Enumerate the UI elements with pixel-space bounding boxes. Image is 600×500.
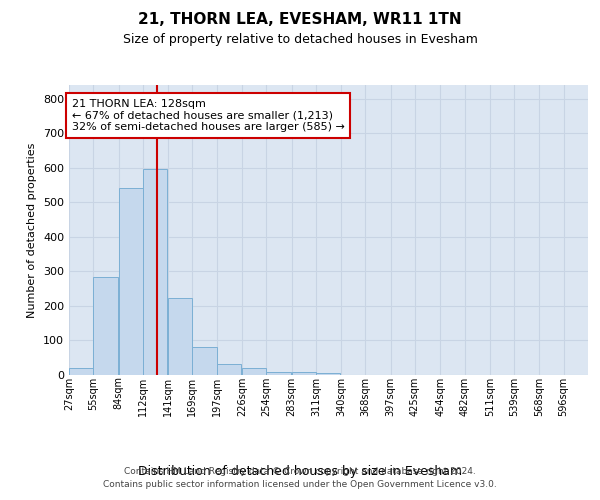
Text: Contains HM Land Registry data © Crown copyright and database right 2024.
Contai: Contains HM Land Registry data © Crown c… bbox=[103, 467, 497, 489]
Bar bbox=[242, 368, 266, 375]
Y-axis label: Number of detached properties: Number of detached properties bbox=[28, 142, 37, 318]
Bar bbox=[193, 348, 217, 375]
Text: 21 THORN LEA: 128sqm
← 67% of detached houses are smaller (1,213)
32% of semi-de: 21 THORN LEA: 128sqm ← 67% of detached h… bbox=[71, 99, 344, 132]
Text: Size of property relative to detached houses in Evesham: Size of property relative to detached ho… bbox=[122, 32, 478, 46]
Text: Distribution of detached houses by size in Evesham: Distribution of detached houses by size … bbox=[138, 464, 462, 477]
Bar bbox=[217, 364, 241, 375]
Bar bbox=[69, 368, 94, 375]
Bar bbox=[168, 298, 193, 375]
Text: 21, THORN LEA, EVESHAM, WR11 1TN: 21, THORN LEA, EVESHAM, WR11 1TN bbox=[138, 12, 462, 28]
Bar bbox=[266, 372, 290, 375]
Bar bbox=[292, 372, 316, 375]
Bar bbox=[94, 276, 118, 375]
Bar bbox=[316, 374, 340, 375]
Bar bbox=[143, 168, 167, 375]
Bar bbox=[119, 188, 143, 375]
